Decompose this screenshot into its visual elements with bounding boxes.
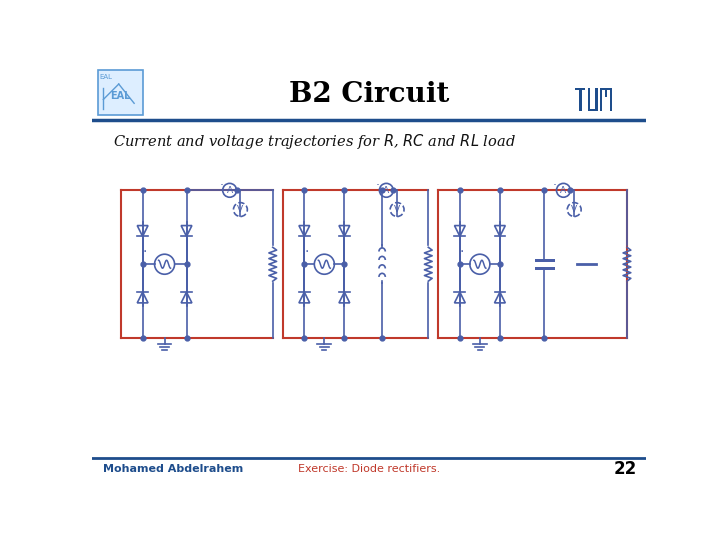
FancyBboxPatch shape bbox=[605, 90, 607, 97]
Text: EAL: EAL bbox=[99, 74, 112, 80]
FancyBboxPatch shape bbox=[98, 70, 143, 115]
Text: ·: · bbox=[376, 179, 380, 192]
Text: 22: 22 bbox=[613, 460, 637, 478]
Text: A: A bbox=[227, 186, 233, 195]
FancyBboxPatch shape bbox=[606, 88, 611, 90]
FancyBboxPatch shape bbox=[579, 88, 582, 111]
Text: ·: · bbox=[553, 179, 557, 192]
Text: Current and voltage trajectories for $R$, $RC$ and $RL$ load: Current and voltage trajectories for $R$… bbox=[112, 132, 516, 151]
Text: A: A bbox=[383, 186, 390, 195]
Text: B2 Circuit: B2 Circuit bbox=[289, 80, 449, 107]
Text: ·: · bbox=[143, 245, 147, 259]
Text: V: V bbox=[394, 205, 400, 214]
Text: V: V bbox=[571, 205, 577, 214]
Text: V: V bbox=[238, 205, 243, 214]
FancyBboxPatch shape bbox=[588, 88, 590, 111]
FancyBboxPatch shape bbox=[575, 88, 585, 90]
Text: ·: · bbox=[460, 245, 464, 259]
FancyBboxPatch shape bbox=[600, 88, 606, 90]
Text: Exercise: Diode rectifiers.: Exercise: Diode rectifiers. bbox=[298, 464, 440, 474]
FancyBboxPatch shape bbox=[600, 88, 603, 111]
Text: Mohamed Abdelrahem: Mohamed Abdelrahem bbox=[102, 464, 243, 474]
FancyBboxPatch shape bbox=[588, 109, 598, 111]
Text: ·: · bbox=[219, 179, 223, 192]
FancyBboxPatch shape bbox=[610, 88, 612, 111]
FancyBboxPatch shape bbox=[595, 88, 598, 111]
Text: ·: · bbox=[305, 245, 309, 259]
Text: A: A bbox=[560, 186, 567, 195]
Text: EAL: EAL bbox=[110, 91, 130, 100]
